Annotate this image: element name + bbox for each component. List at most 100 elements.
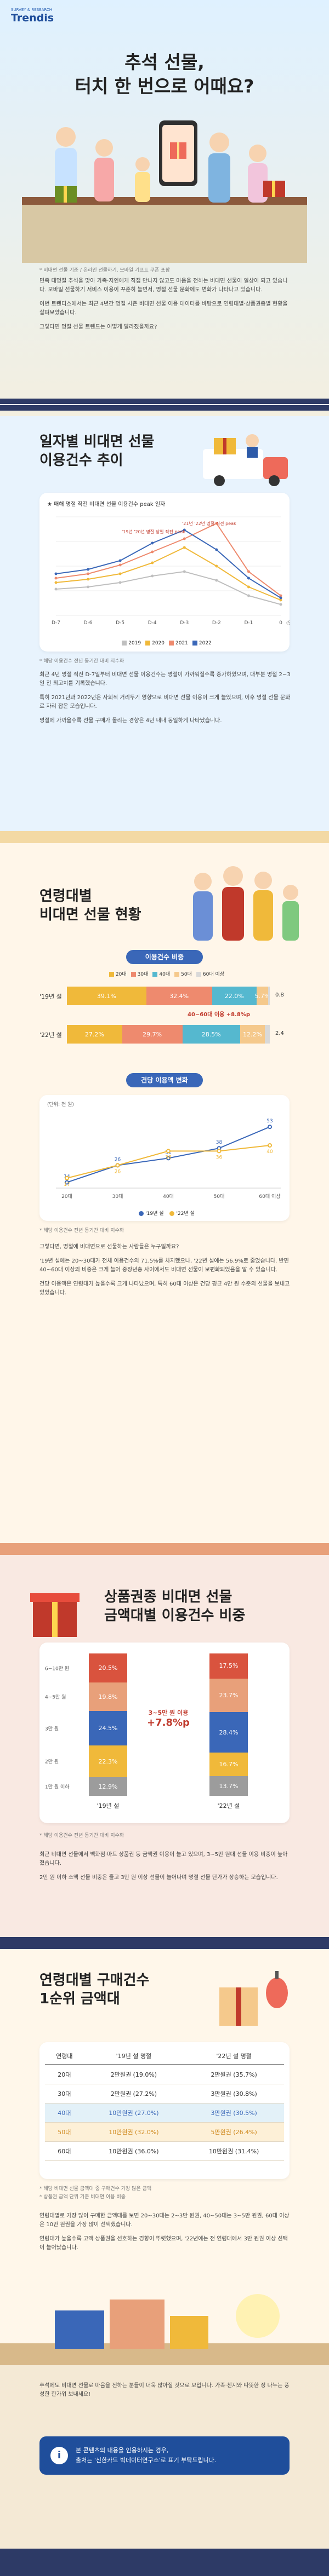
legend-label: 2020 <box>152 641 164 646</box>
data-point <box>268 1125 272 1129</box>
gift-card-chart-card: 6~10만 원 4~5만 원 3만 원 2만 원 1만 원 이하 20.5% 19.8% 2… <box>39 1643 290 1823</box>
data-point <box>118 559 122 562</box>
bar-segment-20대: 27.2% <box>67 1025 122 1044</box>
data-label: 26 <box>115 1169 121 1174</box>
table-cell: 2만원권 (35.7%) <box>184 2065 284 2084</box>
daily-trend-legend: 2019 2020 2021 2022 <box>39 641 290 646</box>
section5-title-line2: 1순위 금액대 <box>39 1991 120 2007</box>
annotation-2: '21년 '22년 명절 직전 peak <box>182 521 236 526</box>
bar-segment-20대: 39.1% <box>67 987 146 1005</box>
hero-title: 추석 선물, 터치 한 번으로 어때요? <box>0 50 329 99</box>
table-row: 60대 10만원권 (36.0%) 10만원권 (31.4%) <box>45 2141 284 2161</box>
logo-wordmark: Trendis <box>11 12 54 24</box>
x-tick-label: D-2 <box>212 620 221 626</box>
legend-label: 30대 <box>137 972 149 977</box>
bojagi-gifts-illustration <box>0 2294 329 2365</box>
section2-title-line1: 일자별 비대면 선물 <box>39 434 155 450</box>
table-cell: 2만원권 (27.2%) <box>83 2084 184 2104</box>
data-point <box>87 578 90 581</box>
legend-label: 2022 <box>198 641 212 646</box>
section2-body-p2: 특히 2021년과 2022년은 사회적 거리두기 영향으로 비대면 선물 이용… <box>39 695 291 710</box>
section3-body-p3: 건당 이용액은 연령대가 높을수록 크게 나타났으며, 특히 60대 이상은 건… <box>39 1281 290 1296</box>
top-amount-table: 연령대 '19년 설 명절 '22년 설 명절 20대 2만원권 (19.0%) 2… <box>45 2048 284 2161</box>
lantern-gift-illustration <box>219 1971 288 2026</box>
col-header-age: 연령대 <box>45 2048 84 2065</box>
daily-trend-section: 일자별 비대면 선물 이용건수 추이 ★ 매해 명절 직전 비대면 선물 이용건… <box>0 416 329 843</box>
share-60-2019: 0.8 <box>275 992 284 998</box>
bar-segment-60대 이상 <box>265 1025 270 1044</box>
section3-body-p2: '19년 설에는 20~30대가 전체 이용건수의 71.5%를 차지했으나, … <box>39 1258 289 1273</box>
data-point <box>151 541 154 545</box>
data-point <box>279 603 282 606</box>
hero-caption: * 비대면 선물 기준 / 온라인 선물하기, 모바일 기프트 쿠폰 포함 <box>39 268 170 273</box>
daily-trend-line-chart: D-7 D-6 D-5 D-4 D-3 D-2 D-1 0 (일) '19년 '20년 명절 당일… <box>52 516 290 626</box>
footer-band <box>0 2549 329 2576</box>
data-label: 36 <box>165 1155 172 1160</box>
section2-body-p3: 명절에 가까울수록 선물 구매가 몰리는 경향은 4년 내내 동일하게 나타났습… <box>39 718 222 724</box>
closing-body: 추석에도 비대면 선물로 마음을 전하는 분들이 더욱 많아질 것으로 보입니다… <box>39 2383 290 2398</box>
table-cell: 10만원권 (32.0%) <box>83 2122 184 2142</box>
stack-segment-1만 원 이하: 13.7% <box>209 1776 248 1796</box>
legend-label: 40대 <box>159 972 171 977</box>
table-cell: 3만원권 (30.8%) <box>184 2084 284 2104</box>
table-cell: 10만원권 (27.0%) <box>83 2103 184 2123</box>
data-point <box>87 585 90 589</box>
amount-unit-label: (단위: 천 원) <box>47 1102 74 1108</box>
legend-swatch <box>169 641 174 646</box>
section3-title-line2: 비대면 선물 현황 <box>39 907 141 923</box>
data-label: 26 <box>115 1157 121 1162</box>
col-header-2019: '19년 설 명절 <box>83 2048 184 2065</box>
table-cell: 20대 <box>45 2065 84 2084</box>
section5-title-line1: 연령대별 구매건수 <box>39 1972 150 1989</box>
age-section: 연령대별 비대면 선물 현황 이용건수 비중 20대 30대 40대 50대 60대 이… <box>0 843 329 1555</box>
section-divider-pattern <box>0 1543 329 1555</box>
family-illustration <box>193 866 299 941</box>
stack-segment-6~10만 원: 20.5% <box>89 1653 127 1683</box>
data-point <box>54 577 58 580</box>
data-point <box>54 581 58 584</box>
section2-note: * 해당 이용건수 전년 동기간 대비 지수화 <box>39 659 124 664</box>
legend-swatch <box>145 641 151 646</box>
data-point <box>215 548 218 551</box>
stacked-bar-2022: 27.2% 29.7% 28.5% 12.2% <box>67 1025 270 1044</box>
data-point <box>118 581 122 584</box>
gift-stack-2019: 20.5% 19.8% 24.5% 22.3% 12.9% <box>89 1653 127 1796</box>
legend-swatch <box>174 972 180 977</box>
x-tick-label: 0 <box>279 620 282 626</box>
usage-share-chart: '19년 설 39.1% 32.4% 22.0% 5.7% '22년 설 27.2% 2… <box>39 987 290 1052</box>
stack-segment-6~10만 원: 17.5% <box>209 1653 248 1679</box>
amount-change-pill: 건당 이용액 변화 <box>126 1073 203 1087</box>
section-divider-pattern <box>0 399 329 411</box>
hero-intro-p2: 이번 트렌디스에서는 최근 4년간 명절 시즌 비대면 선물 이용 데이터를 바… <box>39 301 288 316</box>
section3-title: 연령대별 비대면 선물 현황 <box>39 887 141 924</box>
gift-callout: 3~5만 원 이용 +7.8%p <box>147 1709 190 1728</box>
data-point <box>151 550 154 554</box>
bar-segment-60대 이상 <box>268 987 270 1005</box>
x-tick-label: D-6 <box>84 620 93 626</box>
section3-body: 그렇다면, 명절에 비대면으로 선물하는 사람들은 누구일까요? '19년 설에… <box>39 1243 292 1298</box>
table-cell: 3만원권 (30.5%) <box>184 2103 284 2123</box>
section2-body-p1: 최근 4년 명절 직전 D-7일부터 비대면 선물 이용건수는 명절이 가까워질… <box>39 672 291 687</box>
legend-swatch <box>196 972 201 977</box>
legend-label: 50대 <box>181 972 192 977</box>
info-icon: i <box>50 2447 68 2464</box>
logo-subtitle: SURVEY & RESEARCH <box>11 8 53 12</box>
series-line-2019 <box>55 570 281 605</box>
section-divider-pattern <box>0 831 329 843</box>
table-body: 20대 2만원권 (19.0%) 2만원권 (35.7%) 30대 2만원권 (27.2… <box>45 2065 284 2161</box>
table-cell: 10만원권 (36.0%) <box>83 2141 184 2161</box>
section2-title: 일자별 비대면 선물 이용건수 추이 <box>39 433 154 470</box>
data-label: 53 <box>266 1119 273 1124</box>
logo[interactable]: SURVEY & RESEARCH Trendis <box>11 8 54 24</box>
x-tick-label: 60대 이상 <box>259 1194 280 1200</box>
data-point <box>118 563 122 567</box>
x-unit-label: (일) <box>286 620 290 625</box>
x-tick-label: D-3 <box>180 620 189 626</box>
share-60-2022: 2.4 <box>275 1030 284 1036</box>
data-point <box>247 577 250 580</box>
data-label: 38 <box>216 1140 223 1145</box>
hero-title-line2: 터치 한 번으로 어때요? <box>75 76 254 97</box>
legend-swatch <box>192 641 197 646</box>
